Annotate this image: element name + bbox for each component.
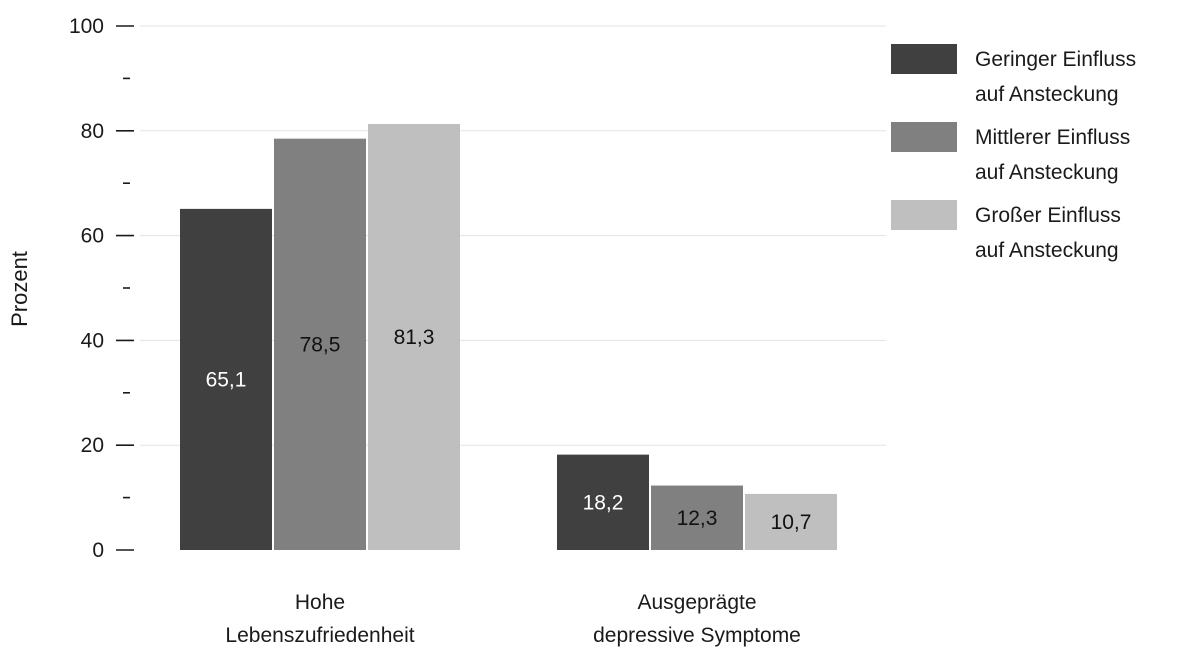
legend-item-geringer: Geringer Einfluss auf Ansteckung — [891, 42, 1181, 120]
legend-label-mittlerer: Mittlerer Einfluss auf Ansteckung — [975, 126, 1131, 184]
bar-label-3-2: 10,7 — [771, 511, 812, 534]
bar-label-2-2: 12,3 — [677, 507, 718, 530]
bars — [180, 123, 837, 550]
bar-label-1-1: 65,1 — [206, 368, 247, 391]
bar-label-3-1: 81,3 — [394, 326, 435, 349]
bar-3-1 — [368, 123, 460, 550]
bar-label-2-1: 78,5 — [300, 333, 341, 356]
y-tick-label-20: 20 — [81, 434, 104, 457]
legend-swatch-geringer — [891, 44, 957, 74]
bar-1-2 — [557, 454, 649, 550]
y-tick-label-80: 80 — [81, 120, 104, 143]
y-tick-label-60: 60 — [81, 225, 104, 248]
legend-label-geringer: Geringer Einfluss auf Ansteckung — [975, 48, 1137, 106]
x-tick-label-2: Ausgeprägte depressive Symptome — [593, 591, 801, 647]
legend-swatch-mittlerer — [891, 122, 957, 152]
y-axis-label: Prozent — [7, 251, 32, 327]
bar-3-2 — [745, 493, 837, 550]
bar-2-2 — [651, 485, 743, 550]
legend-label-grosser: Großer Einfluss auf Ansteckung — [975, 204, 1121, 262]
bar-1-1 — [180, 208, 272, 550]
x-axis: Hohe Lebenszufriedenheit Ausgeprägte depres… — [225, 591, 800, 647]
x-tick-label-1: Hohe Lebenszufriedenheit — [225, 591, 414, 647]
y-tick-label-100: 100 — [69, 15, 104, 38]
y-tick-label-0: 0 — [92, 539, 104, 562]
legend: Geringer Einfluss auf Ansteckung Mittler… — [891, 42, 1181, 276]
bar-label-1-2: 18,2 — [583, 491, 624, 514]
legend-item-grosser: Großer Einfluss auf Ansteckung — [891, 198, 1181, 276]
y-tick-label-40: 40 — [81, 329, 104, 352]
bar-2-1 — [274, 138, 366, 550]
legend-item-mittlerer: Mittlerer Einfluss auf Ansteckung — [891, 120, 1181, 198]
legend-swatch-grosser — [891, 200, 957, 230]
y-axis: 0 20 40 60 80 100 — [69, 15, 134, 562]
bar-labels: 65,1 78,5 81,3 18,2 12,3 10,7 — [206, 326, 812, 534]
